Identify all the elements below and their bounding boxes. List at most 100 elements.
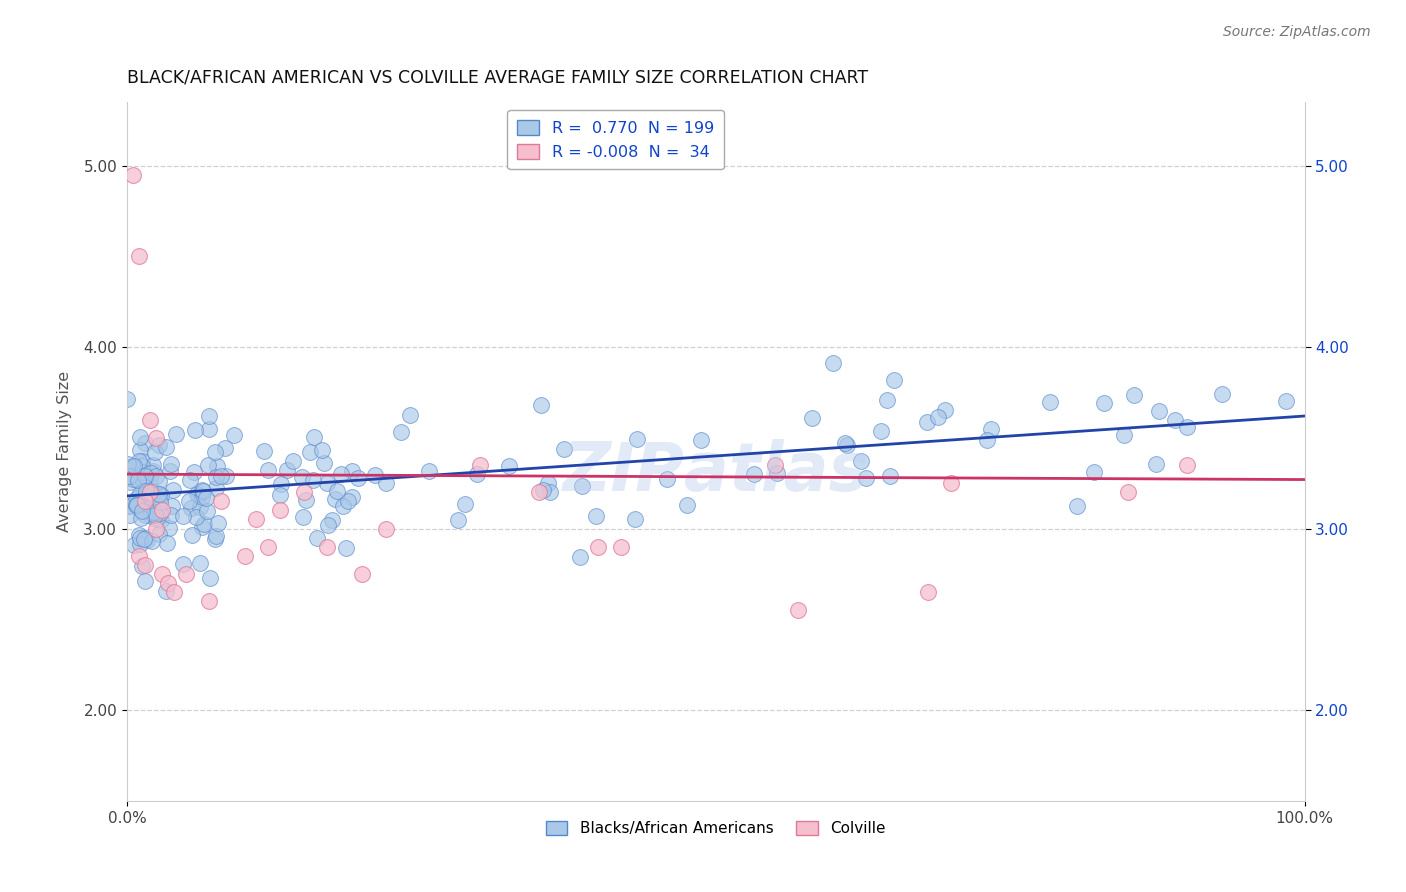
Point (941, 476, 963, 491)
Point (150, 503, 173, 517)
Point (149, 506, 172, 520)
Point (125, 498, 148, 512)
Point (447, 513, 470, 527)
Point (1175, 458, 1198, 472)
Point (332, 499, 354, 513)
Point (188, 500, 211, 514)
Point (172, 557, 194, 571)
Point (363, 467, 385, 482)
Point (139, 508, 162, 523)
Point (179, 473, 201, 487)
Point (204, 445, 226, 459)
Point (624, 512, 647, 526)
Point (160, 508, 183, 523)
Point (145, 469, 167, 483)
Point (323, 492, 346, 507)
Point (869, 425, 891, 439)
Point (148, 438, 170, 452)
Point (142, 464, 165, 478)
Point (527, 485, 550, 500)
Point (150, 566, 173, 581)
Point (134, 508, 156, 523)
Point (128, 442, 150, 457)
Point (118, 508, 141, 522)
Point (134, 491, 156, 506)
Point (765, 466, 787, 480)
Point (270, 476, 292, 491)
Point (800, 410, 823, 425)
Point (139, 466, 162, 480)
Point (134, 531, 156, 545)
Point (375, 522, 398, 536)
Point (120, 475, 142, 489)
Point (159, 457, 181, 471)
Point (467, 467, 489, 481)
Point (311, 443, 333, 458)
Point (125, 499, 148, 513)
Point (122, 472, 145, 486)
Point (117, 458, 139, 472)
Point (150, 487, 173, 501)
Point (837, 438, 859, 452)
Point (876, 392, 898, 407)
Point (281, 454, 304, 468)
Point (174, 566, 197, 581)
Point (128, 528, 150, 542)
Point (763, 458, 786, 472)
Point (148, 527, 170, 541)
Point (177, 493, 200, 508)
Point (536, 476, 558, 491)
Point (224, 428, 246, 442)
Point (148, 474, 170, 488)
Point (1164, 413, 1187, 427)
Point (134, 436, 156, 450)
Point (162, 483, 184, 497)
Point (399, 408, 422, 422)
Point (128, 549, 150, 563)
Point (917, 585, 939, 599)
Point (121, 460, 143, 475)
Point (187, 488, 209, 502)
Point (335, 541, 357, 555)
Point (163, 585, 186, 599)
Point (498, 459, 520, 474)
Point (193, 517, 215, 532)
Point (138, 476, 160, 491)
Point (128, 249, 150, 263)
Point (292, 510, 315, 524)
Point (157, 576, 180, 591)
Point (675, 498, 697, 512)
Point (312, 456, 335, 470)
Point (269, 503, 291, 517)
Point (195, 504, 218, 518)
Point (124, 495, 146, 509)
Point (571, 478, 593, 492)
Point (198, 409, 221, 423)
Y-axis label: Average Family Size: Average Family Size (58, 371, 72, 532)
Point (204, 469, 226, 483)
Point (980, 422, 1002, 436)
Point (155, 583, 177, 598)
Point (1211, 387, 1233, 401)
Point (148, 487, 170, 501)
Text: BLACK/AFRICAN AMERICAN VS COLVILLE AVERAGE FAMILY SIZE CORRELATION CHART: BLACK/AFRICAN AMERICAN VS COLVILLE AVERA… (127, 69, 868, 87)
Point (129, 487, 152, 501)
Point (115, 392, 138, 406)
Point (129, 503, 152, 517)
Point (1116, 485, 1139, 500)
Point (141, 488, 163, 502)
Point (879, 469, 901, 483)
Point (183, 465, 205, 479)
Point (375, 475, 398, 490)
Point (318, 518, 340, 533)
Point (253, 444, 276, 458)
Point (145, 522, 167, 536)
Point (180, 527, 202, 541)
Point (531, 483, 554, 497)
Point (131, 504, 153, 518)
Point (145, 431, 167, 445)
Point (186, 486, 208, 500)
Point (470, 458, 492, 472)
Point (143, 507, 166, 521)
Point (145, 505, 167, 519)
